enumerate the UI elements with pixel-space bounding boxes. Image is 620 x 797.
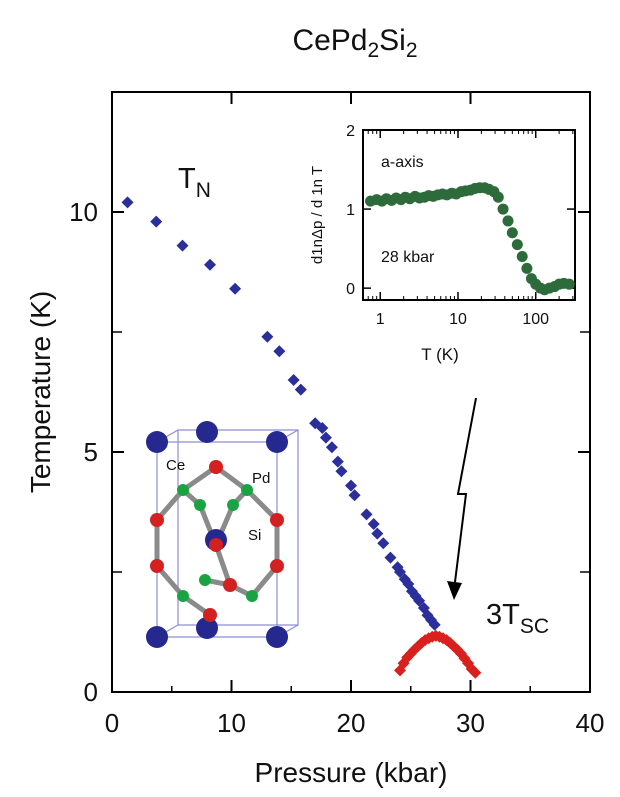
pd-atom xyxy=(177,484,189,496)
chart-title: CePd2Si2 xyxy=(292,24,417,62)
inset-plot-frame xyxy=(362,129,576,301)
tn-data-point xyxy=(377,537,390,550)
inset-y-tick-label: 2 xyxy=(346,123,355,140)
tn-data-point xyxy=(348,489,361,502)
tn-data-point xyxy=(261,330,274,343)
ce-label: Ce xyxy=(166,457,185,474)
tn-data-point xyxy=(229,282,242,295)
x-tick-label: 0 xyxy=(105,708,119,738)
y-axis-label: Temperature (K) xyxy=(25,291,56,493)
pd-atom xyxy=(199,574,211,586)
inset-axes: 1 10 100 0 1 2 xyxy=(346,123,575,328)
inset-data-point xyxy=(497,203,509,215)
tn-data-point xyxy=(176,239,189,252)
pd-atom xyxy=(246,590,258,602)
inset-x-axis-label: T (K) xyxy=(421,345,458,364)
arrow-line xyxy=(453,397,477,591)
tn-data-point xyxy=(121,196,134,209)
inset-data-point xyxy=(506,227,518,239)
pd-label: Pd xyxy=(252,470,270,487)
si-atom xyxy=(209,460,223,474)
si-atom xyxy=(270,559,284,573)
tn-data-point xyxy=(150,215,163,228)
si-atom xyxy=(223,578,237,592)
inset-x-tick-label: 10 xyxy=(449,311,467,328)
si-atom xyxy=(203,608,217,622)
si-atom xyxy=(209,538,223,552)
tsc-data-point xyxy=(469,666,482,679)
inset-x-tick-label: 100 xyxy=(522,311,549,328)
pd-atom xyxy=(177,590,189,602)
tn-data-point xyxy=(335,465,348,478)
tsc-label: 3TSC xyxy=(486,599,549,638)
tn-data-point xyxy=(316,422,329,434)
tn-label: TN xyxy=(178,163,211,202)
crystal-atoms xyxy=(146,421,288,648)
x-tick-label: 10 xyxy=(217,708,246,738)
inset-data-point xyxy=(563,278,575,290)
tn-data-point xyxy=(203,258,216,271)
inset-x-tick-label: 1 xyxy=(376,311,385,328)
ce-atom xyxy=(196,617,218,639)
si-atom xyxy=(270,513,284,527)
crystal-bond xyxy=(244,487,280,523)
inset-y-axis-label: d1nΔp / d 1n T xyxy=(309,166,326,264)
inset-data-point xyxy=(511,239,523,251)
tn-data-point xyxy=(428,618,441,631)
pd-atom xyxy=(241,484,253,496)
tn-data-point xyxy=(294,383,307,396)
y-tick-label: 10 xyxy=(69,197,98,227)
pd-atom xyxy=(194,499,206,511)
tn-data-point xyxy=(331,455,344,468)
inset-data-point xyxy=(492,191,504,203)
main-series xyxy=(121,196,482,679)
x-tick-label: 30 xyxy=(456,708,485,738)
inset-data-point xyxy=(502,215,514,227)
tn-data-point xyxy=(319,431,332,444)
tn-data-point xyxy=(371,527,384,540)
crystal-structure-illustration: Ce Pd Si xyxy=(146,421,299,648)
x-axis-label: Pressure (kbar) xyxy=(255,757,448,788)
pd-atom xyxy=(227,499,239,511)
inset-annotation-axis: a-axis xyxy=(381,154,424,171)
crystal-bond xyxy=(213,542,233,588)
inset-series xyxy=(365,182,575,296)
x-tick-label: 20 xyxy=(337,708,366,738)
y-tick-label: 5 xyxy=(84,437,98,467)
tn-data-point xyxy=(345,479,357,492)
ce-atom xyxy=(266,431,288,453)
si-label: Si xyxy=(248,527,261,544)
tn-data-point xyxy=(325,441,338,454)
tn-data-point xyxy=(367,518,380,530)
unit-cell-back xyxy=(177,429,299,626)
ce-atom xyxy=(146,626,168,648)
inset-y-tick-label: 0 xyxy=(346,281,355,298)
tn-data-point xyxy=(384,551,397,564)
y-tick-label: 0 xyxy=(84,677,98,707)
inset-data-point xyxy=(516,251,528,263)
inset-annotation-pressure: 28 kbar xyxy=(381,249,435,266)
ce-atom xyxy=(146,431,168,453)
inset-data-point xyxy=(521,262,533,274)
tn-data-point xyxy=(287,374,300,386)
arrow-head xyxy=(447,581,462,600)
ce-atom xyxy=(196,421,218,443)
tn-data-point xyxy=(273,345,286,358)
si-atom xyxy=(150,513,164,527)
tn-data-point xyxy=(360,508,373,521)
x-tick-label: 40 xyxy=(576,708,605,738)
si-atom xyxy=(150,559,164,573)
ce-atom xyxy=(266,626,288,648)
inset-y-tick-label: 1 xyxy=(346,202,355,219)
